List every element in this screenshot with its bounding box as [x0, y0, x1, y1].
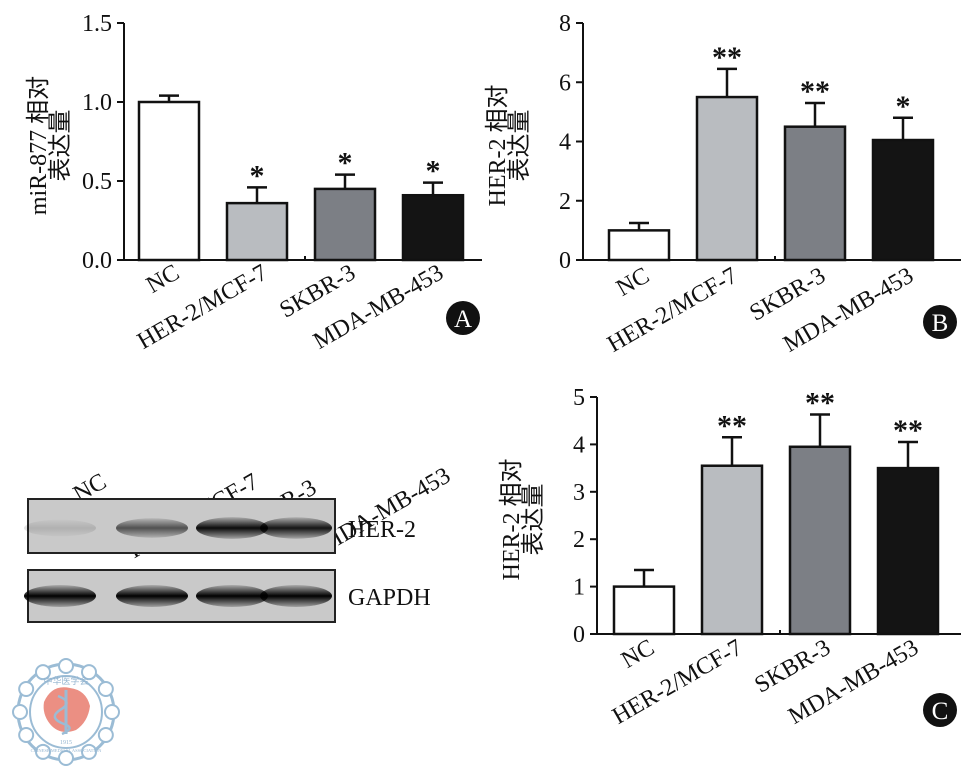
y-axis-label-line1: HER-2 相对	[498, 459, 525, 581]
y-tick-label: 6	[559, 70, 571, 96]
y-axis-label: HER-2 相对表达量	[484, 85, 533, 207]
bar-her-2-mcf-7	[700, 464, 764, 636]
y-axis-label-line2: 表达量	[506, 110, 533, 182]
chart-panel-a: 0.00.51.01.5NC*HER-2/MCF-7*SKBR-3*MDA-MB…	[25, 11, 482, 355]
y-tick-label: 1	[573, 575, 585, 601]
significance-label: *	[250, 159, 265, 192]
bar-skbr-3	[313, 187, 377, 262]
blot-band	[196, 517, 268, 539]
seal-year: 1915	[60, 740, 72, 746]
y-axis-label-line1: HER-2 相对	[484, 85, 511, 207]
x-tick-label: NC	[617, 635, 659, 674]
panel-badge	[923, 693, 957, 727]
blot-band	[116, 518, 188, 538]
bar-her-2-mcf-7	[695, 95, 759, 262]
chart-panel-c: 012345NC**HER-2/MCF-7**SKBR-3**MDA-MB-45…	[498, 385, 961, 730]
bar-mda-mb-453	[401, 193, 465, 262]
seal-scallop	[18, 681, 35, 697]
y-tick-label: 5	[573, 385, 585, 411]
blot-band	[196, 585, 268, 607]
bar-nc	[612, 585, 676, 636]
blot-lane-label: MDA-MB-453	[316, 463, 455, 558]
chart-panel-b: 02468NC**HER-2/MCF-7**SKBR-3*MDA-MB-453H…	[484, 11, 961, 358]
panel-letter: A	[454, 306, 472, 333]
panel-letter: C	[932, 698, 949, 725]
y-tick-label: 1.5	[82, 11, 112, 37]
seal-text: 中华医学会	[43, 675, 88, 686]
blot-band	[116, 585, 188, 607]
y-axis-label-line2: 表达量	[47, 110, 74, 182]
significance-label: **	[712, 41, 742, 74]
y-tick-label: 2	[573, 527, 585, 553]
y-tick-label: 0	[573, 622, 585, 648]
association-seal-logo: 中华医学会 CHINESE MEDICAL ASSOCIATION 1915	[12, 658, 120, 766]
seal-subtext: CHINESE MEDICAL ASSOCIATION	[31, 748, 103, 753]
bar-mda-mb-453	[876, 466, 940, 636]
y-tick-label: 0	[559, 248, 571, 274]
panel-badge	[446, 301, 480, 335]
bar-nc	[607, 229, 671, 262]
y-tick-label: 3	[573, 480, 585, 506]
seal-scallop	[97, 681, 114, 697]
significance-label: *	[896, 90, 911, 123]
blot-band	[260, 585, 332, 607]
y-axis-label-line1: miR-877 相对	[25, 76, 52, 215]
panel-badge	[923, 305, 957, 339]
y-tick-label: 1.0	[82, 90, 112, 116]
seal-scallop	[81, 664, 97, 681]
seal-scallop	[12, 704, 28, 720]
seal-serpent	[53, 694, 71, 736]
blot-row-label: HER-2	[348, 517, 416, 543]
bar-skbr-3	[783, 125, 847, 262]
significance-label: **	[893, 414, 923, 447]
seal-scallop	[58, 750, 74, 766]
seal-scallop	[81, 743, 97, 760]
seal-scallop	[18, 727, 35, 743]
significance-label: **	[800, 75, 830, 108]
blot-band	[24, 519, 96, 537]
y-tick-label: 4	[559, 130, 571, 156]
significance-label: *	[338, 147, 353, 180]
y-tick-label: 8	[559, 11, 571, 37]
x-tick-label: NC	[142, 260, 184, 299]
y-tick-label: 4	[573, 432, 585, 458]
seal-scallop	[35, 664, 51, 681]
y-axis-label: HER-2 相对表达量	[498, 459, 547, 581]
x-tick-label: NC	[612, 263, 654, 302]
significance-label: **	[717, 409, 747, 442]
panel-letter: B	[932, 310, 949, 337]
y-axis-label: miR-877 相对表达量	[25, 76, 74, 215]
blot-band	[24, 585, 96, 607]
significance-label: *	[426, 155, 441, 188]
significance-label: **	[805, 387, 835, 420]
bar-her-2-mcf-7	[225, 201, 289, 262]
bar-nc	[137, 100, 201, 262]
y-tick-label: 0.0	[82, 248, 112, 274]
blot-row-label: GAPDH	[348, 585, 431, 611]
y-tick-label: 2	[559, 189, 571, 215]
seal-scallop	[58, 658, 74, 674]
bar-mda-mb-453	[871, 138, 935, 262]
blot-band	[260, 517, 332, 539]
seal-scallop	[97, 727, 114, 743]
seal-scallop	[35, 743, 51, 760]
y-axis-label-line2: 表达量	[520, 484, 547, 556]
bar-skbr-3	[788, 445, 852, 636]
y-tick-label: 0.5	[82, 169, 112, 195]
seal-scallop	[104, 704, 120, 720]
